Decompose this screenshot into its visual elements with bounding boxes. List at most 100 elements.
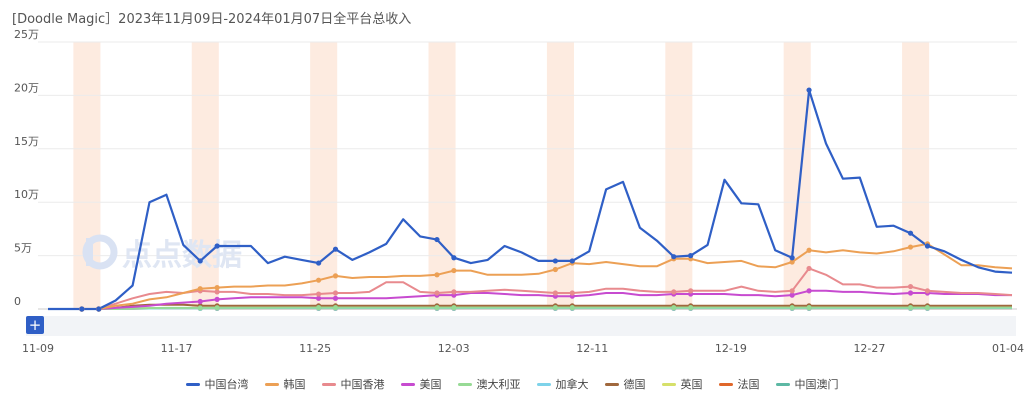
- weekend-band-7: [902, 42, 930, 309]
- x-tick-label: 01-04: [992, 342, 1024, 355]
- series-point-0: [907, 230, 914, 236]
- series-point-4: [907, 305, 914, 311]
- series-line-3: [48, 289, 1012, 310]
- series-point-0: [451, 255, 457, 261]
- legend-item-1[interactable]: 韩国: [264, 376, 306, 392]
- legend-swatch: [536, 382, 551, 386]
- series-point-2: [569, 290, 575, 296]
- series-point-1: [789, 259, 795, 265]
- x-tick-label: 11-17: [161, 342, 193, 355]
- series-point-4: [806, 305, 812, 311]
- series-point-1: [315, 277, 322, 283]
- series-point-2: [214, 289, 220, 295]
- series-point-4: [569, 305, 575, 311]
- series-point-0: [79, 306, 85, 312]
- series-point-0: [96, 306, 102, 312]
- legend-item-4[interactable]: 澳大利亚: [457, 376, 521, 392]
- series-point-2: [332, 290, 339, 296]
- legend-item-6[interactable]: 德国: [604, 376, 646, 392]
- y-tick-label: 25万: [14, 28, 39, 41]
- legend-swatch: [661, 382, 676, 386]
- legend-item-5[interactable]: 加拿大: [536, 376, 589, 392]
- series-point-1: [806, 247, 812, 253]
- series-point-1: [214, 285, 220, 291]
- legend-swatch: [775, 382, 790, 386]
- x-tick-label: 11-09: [22, 342, 54, 355]
- series-point-0: [197, 258, 203, 264]
- legend-label: 英国: [680, 378, 703, 391]
- legend-item-3[interactable]: 美国: [400, 376, 442, 392]
- x-tick-label: 11-25: [299, 342, 331, 355]
- series-point-0: [688, 253, 694, 259]
- y-tick-label: 5万: [14, 242, 32, 255]
- zoom-slider[interactable]: +: [26, 316, 1016, 336]
- series-point-3: [789, 292, 795, 298]
- series-point-3: [315, 295, 322, 301]
- x-tick-label: 12-19: [715, 342, 747, 355]
- legend-item-2[interactable]: 中国香港: [321, 376, 385, 392]
- legend-item-8[interactable]: 法国: [718, 376, 760, 392]
- weekend-band-2: [310, 42, 338, 309]
- weekend-bands: [73, 42, 930, 309]
- legend-item-7[interactable]: 英国: [661, 376, 703, 392]
- legend-item-0[interactable]: 中国台湾: [185, 376, 249, 392]
- series-point-1: [907, 244, 914, 250]
- series-point-0: [569, 258, 575, 264]
- series-point-1: [332, 273, 339, 279]
- y-tick-label: 20万: [14, 81, 39, 94]
- legend-item-9[interactable]: 中国澳门: [775, 376, 839, 392]
- series-point-0: [315, 260, 322, 266]
- legend-swatch: [185, 382, 200, 386]
- series-line-6: [48, 303, 1012, 310]
- series-point-4: [924, 305, 931, 311]
- legend-label: 韩国: [283, 378, 306, 391]
- weekend-band-4: [546, 42, 574, 309]
- zoom-plus-label[interactable]: +: [29, 316, 42, 334]
- series-point-3: [332, 295, 339, 301]
- chart-title: [Doodle Magic］2023年11月09日-2024年01月07日全平台…: [12, 12, 412, 27]
- series-point-2: [924, 288, 931, 294]
- legend-label: 加拿大: [555, 378, 589, 391]
- series-point-4: [197, 305, 203, 311]
- series-point-1: [434, 272, 440, 278]
- legend-swatch: [604, 382, 619, 386]
- series-point-3: [197, 298, 203, 305]
- series-point-0: [806, 87, 812, 93]
- y-tick-label: 15万: [14, 135, 39, 148]
- series-point-2: [315, 291, 322, 297]
- legend-label: 法国: [737, 378, 760, 391]
- legend-swatch: [457, 382, 472, 386]
- series-point-2: [552, 290, 558, 296]
- zoom-plus-button[interactable]: [26, 316, 44, 334]
- x-axis-ticks: 11-09 11-17 11-25 12-03 12-11 12-19 12-27 01-04: [22, 342, 1024, 355]
- legend-label: 澳大利亚: [476, 378, 521, 391]
- series-point-3: [907, 290, 914, 296]
- series-point-2: [789, 288, 795, 294]
- legend-label: 中国香港: [340, 378, 385, 391]
- series-point-2: [688, 288, 694, 294]
- series-point-0: [434, 236, 440, 243]
- series-point-2: [806, 265, 812, 272]
- series-point-4: [451, 305, 457, 311]
- series-point-0: [671, 254, 677, 260]
- series-point-0: [924, 243, 931, 249]
- x-tick-label: 12-27: [853, 342, 885, 355]
- series-point-0: [789, 255, 795, 261]
- series-point-1: [197, 286, 203, 292]
- weekend-band-1: [191, 42, 219, 309]
- series-point-1: [451, 267, 457, 274]
- legend-swatch: [321, 382, 336, 386]
- series-line-4: [48, 306, 1012, 310]
- series-point-2: [671, 289, 677, 295]
- y-tick-label: 10万: [14, 188, 39, 201]
- weekend-band-6: [783, 42, 811, 309]
- series-point-4: [688, 305, 694, 311]
- series-point-4: [552, 305, 558, 311]
- legend-label: 德国: [623, 378, 646, 391]
- series-point-4: [214, 305, 220, 311]
- legend-label: 美国: [419, 378, 442, 391]
- series-markers: [79, 87, 931, 312]
- series-point-3: [214, 296, 220, 302]
